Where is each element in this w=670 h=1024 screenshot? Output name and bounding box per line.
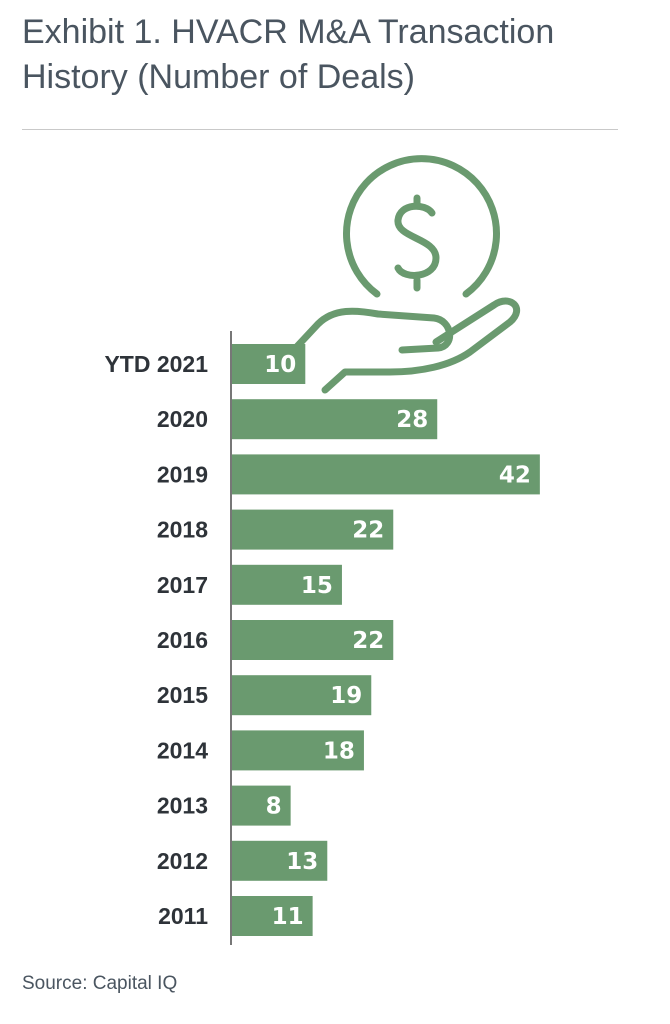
source-note: Source: Capital IQ xyxy=(22,973,178,994)
dollar-coin-in-hand-icon xyxy=(286,155,520,394)
category-label: 2015 xyxy=(157,682,208,708)
category-label: 2014 xyxy=(157,737,208,763)
bar-value-label: 19 xyxy=(330,683,362,709)
category-label: 2016 xyxy=(157,627,208,653)
bar-2014 xyxy=(232,730,364,771)
bar-2018 xyxy=(232,509,394,550)
category-label: 2020 xyxy=(157,406,208,432)
chart-title-line-2: History (Number of Deals) xyxy=(22,58,415,96)
bar-value-label: 22 xyxy=(352,628,384,654)
bar-2017 xyxy=(232,564,342,605)
bar-2016 xyxy=(232,620,394,660)
bar-chart: 10 YTD 2021 28 2020 42 2019 22 2018 15 2017 22 2016… xyxy=(104,155,540,945)
category-label: 2013 xyxy=(157,793,208,819)
bar-value-label: 18 xyxy=(323,738,355,764)
bar-value-label: 8 xyxy=(266,794,282,820)
title-divider xyxy=(22,129,618,130)
category-label: 2011 xyxy=(158,903,208,929)
bar-value-label: 13 xyxy=(286,849,318,875)
bar-ytd-2021 xyxy=(232,344,306,384)
category-label: 2018 xyxy=(157,517,208,543)
bar-value-label: 28 xyxy=(396,407,428,433)
category-label: 2019 xyxy=(157,461,208,487)
bars-group: 10 YTD 2021 28 2020 42 2019 22 2018 15 2017 22 2016… xyxy=(104,344,540,936)
category-label: 2017 xyxy=(157,572,208,598)
category-label: YTD 2021 xyxy=(104,351,208,377)
bar-value-label: 42 xyxy=(499,462,531,488)
bar-value-label: 11 xyxy=(272,904,304,930)
bar-2013 xyxy=(232,785,291,826)
chart-title-line-1: Exhibit 1. HVACR M&A Transaction xyxy=(22,13,555,51)
category-label: 2012 xyxy=(157,848,208,874)
bar-2012 xyxy=(232,840,328,881)
chart-title: Exhibit 1. HVACR M&A Transaction History… xyxy=(22,10,642,100)
bar-2015 xyxy=(232,675,372,716)
bar-2020 xyxy=(232,399,438,440)
bar-2019 xyxy=(232,454,540,495)
bar-value-label: 10 xyxy=(264,352,296,378)
bar-2011 xyxy=(232,896,313,936)
bar-value-label: 22 xyxy=(352,518,384,544)
bar-value-label: 15 xyxy=(301,573,333,599)
